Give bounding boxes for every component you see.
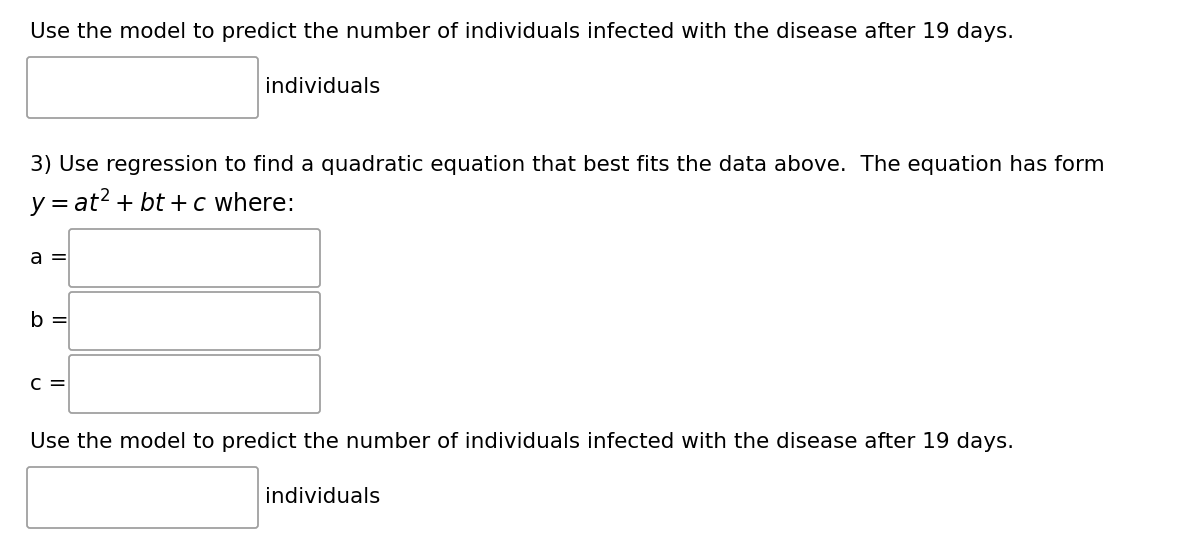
FancyBboxPatch shape	[70, 292, 320, 350]
Text: individuals: individuals	[265, 487, 380, 507]
FancyBboxPatch shape	[70, 355, 320, 413]
FancyBboxPatch shape	[28, 467, 258, 528]
Text: 3) Use regression to find a quadratic equation that best fits the data above.  T: 3) Use regression to find a quadratic eq…	[30, 155, 1105, 175]
Text: c =: c =	[30, 374, 67, 394]
FancyBboxPatch shape	[28, 57, 258, 118]
Text: individuals: individuals	[265, 77, 380, 97]
Text: Use the model to predict the number of individuals infected with the disease aft: Use the model to predict the number of i…	[30, 432, 1014, 452]
Text: b =: b =	[30, 311, 68, 331]
Text: Use the model to predict the number of individuals infected with the disease aft: Use the model to predict the number of i…	[30, 22, 1014, 42]
Text: $y = at^2 + bt + c$ where:: $y = at^2 + bt + c$ where:	[30, 188, 293, 220]
FancyBboxPatch shape	[70, 229, 320, 287]
Text: a =: a =	[30, 248, 68, 268]
